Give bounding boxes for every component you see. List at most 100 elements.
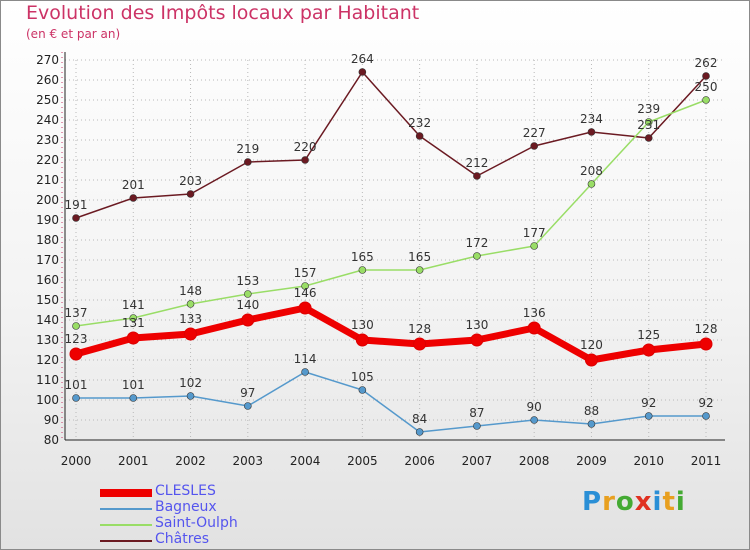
data-label-clesles: 130: [351, 318, 374, 332]
y-tick-label: 150: [36, 293, 59, 307]
series-line-ch-tres: [75, 71, 707, 219]
data-point-saint-oulph: [587, 180, 596, 188]
data-point-clesles: [642, 343, 656, 357]
y-tick-label: 90: [44, 413, 59, 427]
x-tick-label: 2010: [633, 454, 664, 468]
data-label-clesles: 133: [179, 312, 202, 326]
data-label-bagneux: 105: [351, 370, 374, 384]
y-tick-label: 180: [36, 233, 59, 247]
data-point-ch-tres: [244, 158, 252, 166]
x-tick-label: 2001: [118, 454, 149, 468]
logo-letter: x: [634, 487, 653, 517]
y-tick-label: 260: [36, 73, 59, 87]
data-point-clesles: [355, 333, 369, 347]
data-label-ch-tres: 212: [465, 156, 488, 170]
x-tick-label: 2002: [175, 454, 206, 468]
data-point-ch-tres: [644, 134, 653, 142]
data-point-saint-oulph: [244, 290, 252, 298]
data-label-bagneux: 92: [641, 396, 656, 410]
data-label-saint-oulph: 137: [65, 306, 88, 320]
series-lines: [69, 68, 713, 436]
data-point-saint-oulph: [415, 266, 424, 274]
data-label-ch-tres: 262: [695, 56, 718, 70]
data-label-bagneux: 92: [698, 396, 713, 410]
y-tick-label: 120: [36, 353, 59, 367]
data-point-clesles: [241, 313, 255, 327]
x-tick-label: 2003: [233, 454, 264, 468]
data-point-ch-tres: [358, 68, 367, 76]
logo-letter: r: [602, 487, 616, 517]
data-label-ch-tres: 203: [179, 174, 202, 188]
data-label-ch-tres: 219: [236, 142, 259, 156]
logo-letter: o: [615, 487, 635, 517]
data-label-ch-tres: 201: [122, 178, 145, 192]
data-point-bagneux: [72, 394, 80, 402]
data-point-clesles: [184, 327, 198, 341]
data-point-saint-oulph: [473, 252, 481, 260]
logo-letter: P: [582, 487, 603, 517]
y-tick-label: 100: [36, 393, 59, 407]
data-label-clesles: 146: [294, 286, 317, 300]
x-tick-label: 2004: [290, 454, 321, 468]
data-label-saint-oulph: 153: [236, 274, 259, 288]
data-point-bagneux: [644, 412, 653, 420]
data-label-saint-oulph: 208: [580, 164, 603, 178]
y-tick-label: 140: [36, 313, 59, 327]
legend-label-bagneux: Bagneux: [155, 499, 217, 515]
data-point-saint-oulph: [186, 300, 195, 308]
data-label-saint-oulph: 141: [122, 298, 145, 312]
data-point-saint-oulph: [644, 118, 653, 126]
data-point-clesles: [413, 337, 427, 351]
data-point-bagneux: [358, 386, 367, 394]
data-label-bagneux: 90: [527, 400, 542, 414]
series-line-saint-oulph: [75, 99, 707, 327]
x-tick-label: 2006: [404, 454, 435, 468]
y-tick-label: 200: [36, 193, 59, 207]
data-label-ch-tres: 191: [65, 198, 88, 212]
data-point-ch-tres: [702, 72, 710, 80]
data-label-saint-oulph: 148: [179, 284, 202, 298]
chart-subtitle: (en € et par an): [26, 27, 121, 41]
data-label-clesles: 125: [637, 328, 660, 342]
data-point-ch-tres: [72, 214, 80, 222]
data-label-bagneux: 87: [469, 406, 484, 420]
data-point-clesles: [69, 347, 83, 361]
data-point-ch-tres: [186, 190, 195, 198]
x-tick-label: 2005: [347, 454, 378, 468]
data-point-clesles: [699, 337, 713, 351]
data-label-bagneux: 102: [179, 376, 202, 390]
data-label-clesles: 140: [236, 298, 259, 312]
data-label-ch-tres: 264: [351, 52, 374, 66]
data-label-saint-oulph: 157: [294, 266, 317, 280]
data-point-bagneux: [587, 420, 596, 428]
data-point-saint-oulph: [358, 266, 367, 274]
legend-swatch-clesles: [100, 489, 152, 497]
legend-swatch-bagneux: [100, 508, 152, 510]
data-point-clesles: [470, 333, 484, 347]
data-label-bagneux: 88: [584, 404, 599, 418]
data-label-bagneux: 84: [412, 412, 427, 426]
data-label-bagneux: 101: [122, 378, 145, 392]
data-label-clesles: 130: [465, 318, 488, 332]
data-point-ch-tres: [301, 156, 309, 164]
data-label-clesles: 128: [408, 322, 431, 336]
y-tick-label: 210: [36, 173, 59, 187]
proxiti-logo: Proxiti: [582, 487, 686, 517]
x-tick-label: 2008: [519, 454, 550, 468]
chart-title: Evolution des Impôts locaux par Habitant: [26, 2, 420, 24]
data-point-bagneux: [301, 368, 309, 376]
x-tick-label: 2009: [576, 454, 607, 468]
data-label-ch-tres: 220: [294, 140, 317, 154]
data-label-ch-tres: 232: [408, 116, 431, 130]
y-tick-label: 110: [36, 373, 59, 387]
y-tick-label: 230: [36, 133, 59, 147]
series-line-clesles: [72, 304, 710, 364]
data-point-bagneux: [473, 422, 481, 430]
data-point-saint-oulph: [301, 282, 309, 290]
data-label-clesles: 123: [65, 332, 88, 346]
data-label-bagneux: 97: [240, 386, 255, 400]
series-line-bagneux: [75, 371, 707, 433]
x-tick-label: 2000: [61, 454, 92, 468]
